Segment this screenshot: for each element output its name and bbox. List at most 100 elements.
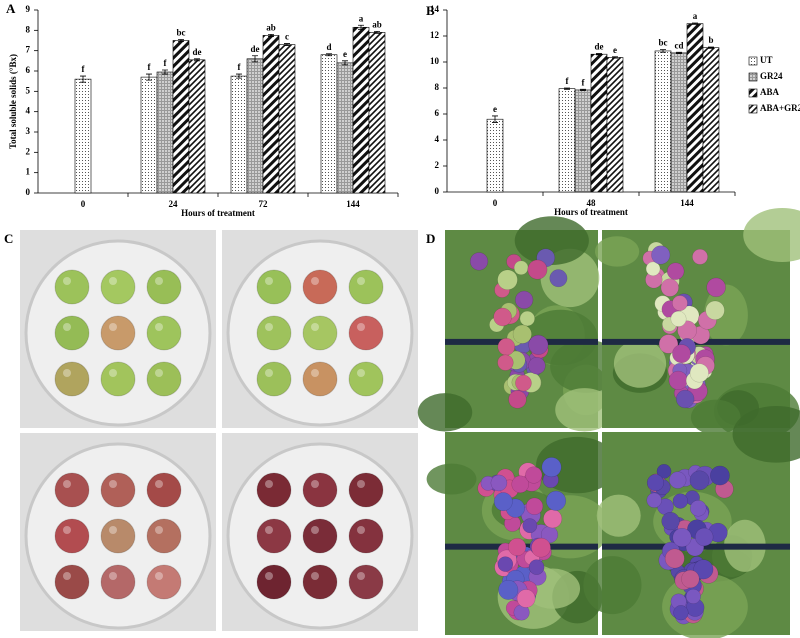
grape — [645, 261, 661, 277]
error-bar — [580, 88, 586, 91]
legend-swatch — [748, 56, 758, 66]
y-tick-label: 3 — [26, 126, 31, 136]
grape — [664, 548, 685, 569]
grape — [516, 589, 536, 608]
leaf — [555, 388, 614, 432]
grape-highlight — [155, 526, 163, 534]
x-axis-title: Hours of treatment — [181, 208, 255, 218]
x-tick-label: 72 — [259, 199, 269, 209]
significance-letter: f — [148, 62, 152, 72]
grape — [543, 509, 563, 529]
y-tick-label: 0 — [435, 186, 440, 196]
bar — [574, 89, 592, 193]
grape — [146, 564, 182, 600]
leaf — [704, 284, 748, 346]
grape — [493, 307, 512, 327]
grape — [646, 492, 662, 508]
error-bar — [252, 55, 258, 63]
leaf — [583, 556, 642, 615]
bar — [320, 54, 338, 194]
significance-letter: cd — [675, 40, 684, 50]
error-bar — [162, 69, 168, 75]
panel-label: B — [426, 3, 435, 18]
grape-highlight — [265, 480, 273, 488]
grape-highlight — [357, 277, 365, 285]
bar — [74, 78, 92, 194]
bar — [172, 40, 190, 194]
significance-letter: d — [326, 42, 331, 52]
grape — [348, 564, 384, 600]
y-tick-label: 6 — [26, 65, 31, 75]
grape — [302, 518, 338, 554]
error-bar — [268, 34, 274, 37]
grape — [348, 269, 384, 305]
grape-highlight — [265, 526, 273, 534]
grape — [54, 315, 90, 351]
error-bar — [80, 75, 86, 83]
grape — [256, 472, 292, 508]
grape — [256, 518, 292, 554]
grape — [660, 278, 679, 297]
grape — [515, 290, 534, 309]
grape — [497, 338, 516, 356]
grape — [100, 315, 136, 351]
grape — [100, 472, 136, 508]
y-tick-label: 5 — [26, 85, 31, 95]
grape-highlight — [311, 277, 319, 285]
panel-label: A — [6, 1, 16, 16]
grape-highlight — [311, 526, 319, 534]
grape — [689, 363, 709, 383]
grape-highlight — [265, 572, 273, 580]
bar — [368, 32, 386, 194]
grape — [519, 310, 535, 327]
grape-highlight — [357, 572, 365, 580]
grape — [706, 277, 726, 298]
grape — [661, 511, 680, 531]
legend-swatch — [748, 72, 758, 82]
grape — [508, 537, 527, 557]
grape — [672, 527, 692, 548]
grape — [651, 245, 671, 265]
grape — [694, 527, 714, 547]
y-tick-label: 10 — [430, 56, 440, 66]
grape-highlight — [265, 277, 273, 285]
error-bar — [342, 60, 348, 66]
significance-letter: bc — [177, 28, 186, 38]
grape-highlight — [155, 277, 163, 285]
grape — [54, 269, 90, 305]
bar — [336, 62, 354, 194]
grape — [54, 518, 90, 554]
y-tick-label: 0 — [26, 187, 31, 197]
significance-letter: f — [164, 58, 168, 68]
grape — [100, 361, 136, 397]
grape — [302, 472, 338, 508]
grape — [666, 262, 685, 280]
grape-highlight — [63, 572, 71, 580]
bar — [486, 118, 504, 193]
grape-highlight — [155, 323, 163, 331]
bar — [606, 57, 624, 193]
grape — [497, 556, 514, 572]
y-tick-label: 14 — [430, 4, 440, 14]
grape — [672, 344, 691, 364]
bar — [262, 35, 280, 194]
grape — [670, 310, 687, 327]
significance-letter: de — [595, 42, 604, 52]
grape — [658, 334, 679, 354]
grape — [531, 537, 551, 558]
y-tick-label: 6 — [435, 108, 440, 118]
grape-highlight — [311, 369, 319, 377]
significance-letter: a — [359, 13, 364, 23]
leaf — [613, 339, 667, 388]
error-bar — [146, 73, 152, 81]
grape — [256, 315, 292, 351]
grape — [525, 466, 543, 484]
grape-highlight — [63, 323, 71, 331]
grape — [673, 605, 689, 621]
significance-letter: e — [613, 45, 617, 55]
error-bar — [284, 43, 290, 46]
grape-highlight — [63, 369, 71, 377]
grape — [672, 493, 689, 509]
significance-letter: f — [238, 62, 242, 72]
error-bar — [564, 87, 570, 90]
